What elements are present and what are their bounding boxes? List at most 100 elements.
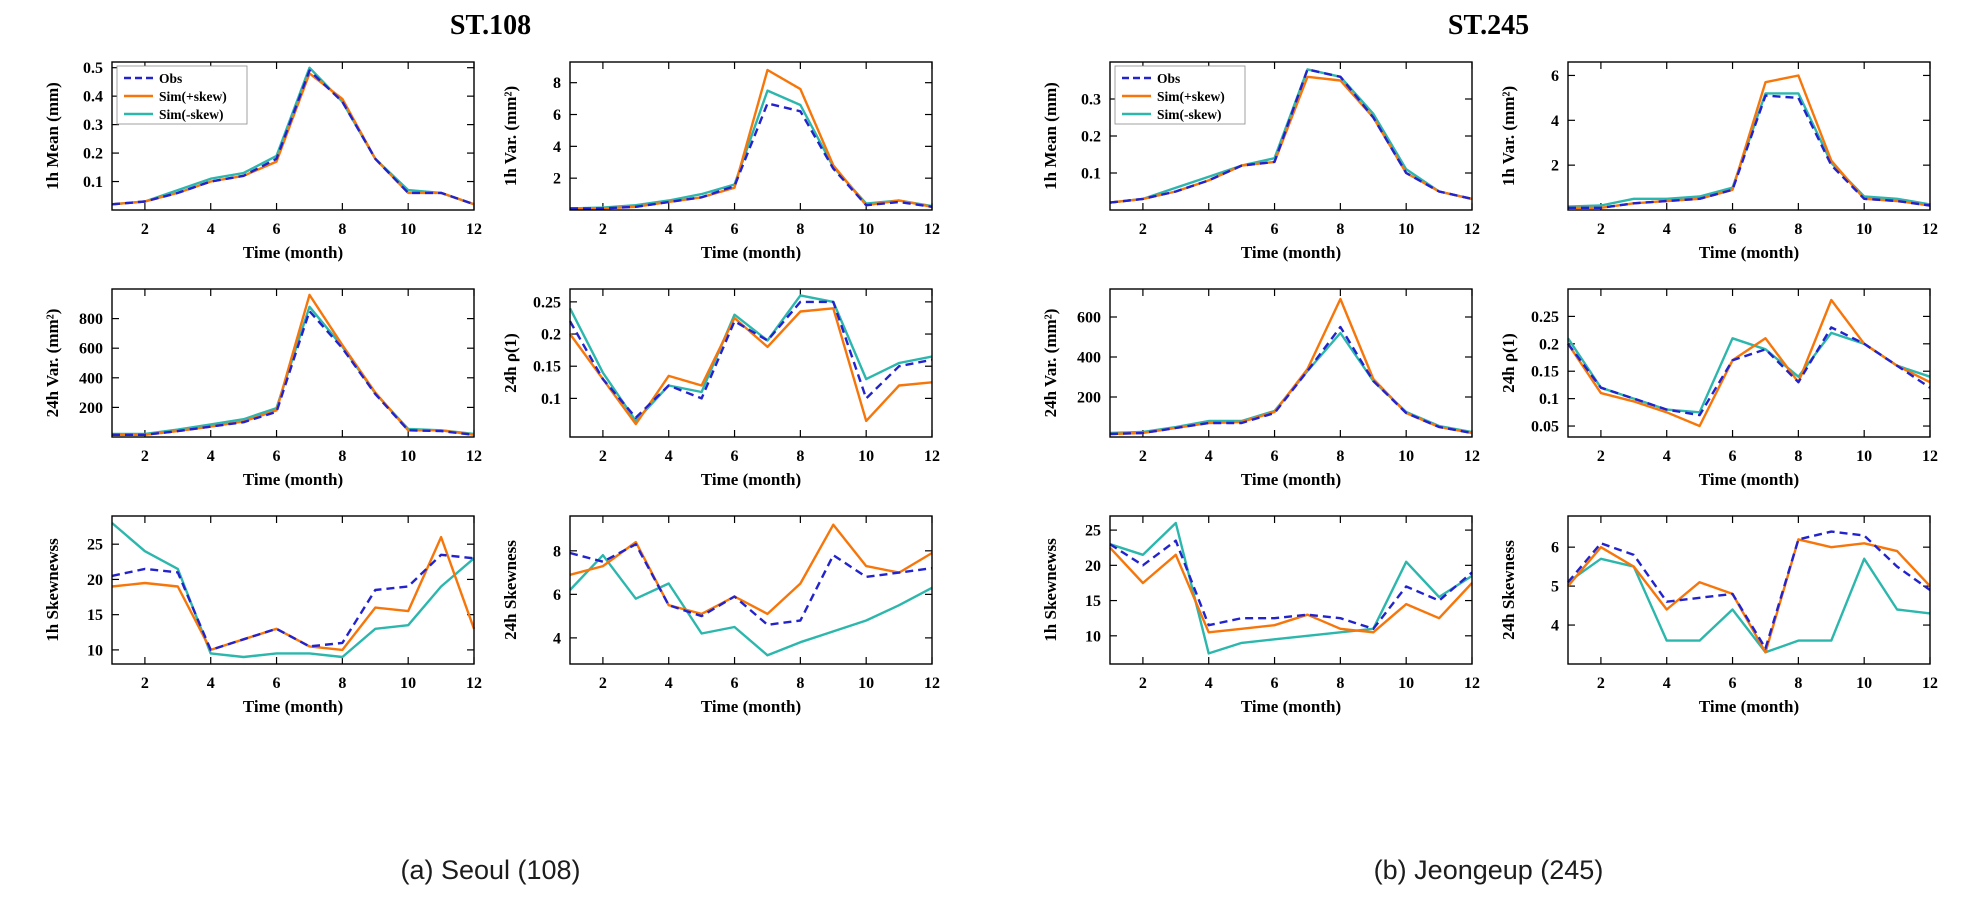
chart-24h-var-mm-panel: 2 4 6 8 10 12 200 400 600 800 Time (month) 24h Var.… [43,288,482,489]
x-tick-label: 8 [1794,448,1802,465]
series-obs [1566,530,1931,650]
x-tick-label: 4 [1662,448,1670,465]
x-tick-label: 10 [400,448,416,465]
series-group [1108,521,1473,655]
x-tick-label: 8 [796,221,804,238]
chart-1h-skewnewss-panel: 2 4 6 8 10 12 10 15 20 25 Time (month) 1h Skewnewss [1041,515,1480,716]
y-tick-label: 200 [79,400,103,417]
x-tick-label: 12 [466,221,482,238]
x-tick-label: 2 [598,448,606,465]
x-tick-label: 2 [140,221,148,238]
y-tick-label: 0.2 [83,146,103,163]
y-tick-label: 0.1 [1081,166,1101,183]
chart-24h-1-panel: 2 4 6 8 10 12 0.05 0.1 0.15 0.2 0.25 Time (month) 24… [1499,288,1938,489]
y-tick-label: 0.1 [541,391,561,408]
x-tick-label: 6 [730,221,738,238]
series-sim-skew [1109,521,1473,655]
y-tick-label: 8 [553,75,561,92]
y-tick-label: 600 [1077,310,1101,327]
stations-row: ST.108 2 4 6 8 10 12 0.1 0.2 0.3 0.4 0.5 Time (mont… [0,8,1979,731]
y-tick-label: 2 [553,171,561,188]
y-tick-label: 25 [1085,523,1101,540]
y-tick-label: 25 [87,537,103,554]
series-obs [111,553,474,652]
charts-grid-st108: 2 4 6 8 10 12 0.1 0.2 0.3 0.4 0.5 Time (month) 1h Me… [40,52,942,731]
y-axis-label: 24h Skewness [1499,540,1518,640]
y-tick-label: 6 [1551,540,1559,557]
y-tick-label: 4 [553,630,561,647]
y-tick-label: 4 [553,139,561,156]
x-tick-label: 4 [1662,675,1670,692]
series-sim-skew [568,554,933,657]
chart-1h-var-mm-panel: 2 4 6 8 10 12 2 4 6 Time (month) 1h Var. (mm²) [1499,61,1938,262]
x-tick-label: 12 [1464,675,1480,692]
series-sim-skew [1566,538,1931,654]
x-tick-label: 6 [1728,675,1736,692]
x-axis-label: Time (month) [700,697,800,716]
legend-label: Obs [159,71,182,86]
x-axis-label: Time (month) [242,470,342,489]
x-tick-label: 12 [1922,448,1938,465]
x-tick-label: 2 [1596,221,1604,238]
x-tick-label: 4 [206,221,214,238]
plot-background [1567,516,1930,664]
station-title-st108: ST.108 [449,10,532,41]
plot-background [569,289,932,437]
x-tick-label: 10 [400,221,416,238]
x-tick-label: 6 [1270,675,1278,692]
y-tick-label: 15 [1085,593,1101,610]
legend-label: Sim(-skew) [1157,107,1222,122]
x-tick-label: 12 [1922,675,1938,692]
y-tick-label: 0.5 [83,60,103,77]
chart-1h-mean-mm-panel: 2 4 6 8 10 12 0.1 0.2 0.3 0.4 0.5 Time (month) 1h Me… [43,60,482,262]
x-tick-label: 10 [400,675,416,692]
series-obs [111,69,474,206]
chart-1h-mean-mm-panel: 2 4 6 8 10 12 0.1 0.2 0.3 Time (month) 1h Mean (mm… [1041,61,1480,262]
x-axis-label: Time (month) [1240,697,1340,716]
series-group [568,294,932,426]
x-tick-label: 2 [1138,675,1146,692]
x-axis-label: Time (month) [1698,697,1798,716]
chart-24h-1-panel: 2 4 6 8 10 12 0.1 0.15 0.2 0.25 Time (month) 24h ρ(… [501,288,940,489]
x-tick-label: 10 [1856,221,1872,238]
y-tick-label: 8 [553,543,561,560]
axes-box [568,515,933,665]
y-tick-label: 0.05 [1531,419,1559,436]
x-tick-label: 4 [1204,448,1212,465]
axes-box [568,61,933,211]
x-tick-label: 6 [1728,448,1736,465]
y-tick-label: 4 [1551,618,1559,635]
axes-box [110,288,475,438]
y-tick-label: 0.2 [1081,129,1101,146]
y-axis-label: 24h Skewness [501,540,520,640]
caption-seoul: (a) Seoul (108) [400,855,581,885]
x-axis-label: Time (month) [700,470,800,489]
x-axis-label: Time (month) [1240,470,1340,489]
axes-box [568,288,933,438]
axes-box [1108,515,1473,665]
y-axis-label: 1h Mean (mm) [43,82,62,190]
y-axis-label: 24h Var. (mm²) [43,309,62,418]
plot-background [111,289,474,437]
y-tick-label: 0.3 [83,117,103,134]
x-tick-label: 10 [858,221,874,238]
x-tick-label: 8 [338,221,346,238]
y-axis-label: 24h Var. (mm²) [1041,309,1060,418]
series-obs [569,102,932,210]
legend-label: Sim(+skew) [159,89,227,104]
y-axis-label: 1h Skewnewss [1041,538,1060,642]
x-tick-label: 6 [272,448,280,465]
charts-grid-st245: 2 4 6 8 10 12 0.1 0.2 0.3 Time (month) 1h Mean (mm… [1038,52,1940,731]
x-tick-label: 10 [858,448,874,465]
y-tick-label: 400 [1077,350,1101,367]
series-obs [111,310,474,437]
x-tick-label: 6 [1270,221,1278,238]
captions-row: (a) Seoul (108) (b) Jeongeup (245) [0,855,1979,904]
x-axis-label: Time (month) [1240,243,1340,262]
y-tick-label: 20 [1085,558,1101,575]
series-obs [1566,326,1931,417]
series-sim-skew [1567,92,1930,208]
plot-background [111,516,474,664]
y-tick-label: 6 [553,107,561,124]
y-tick-label: 0.1 [83,174,103,191]
